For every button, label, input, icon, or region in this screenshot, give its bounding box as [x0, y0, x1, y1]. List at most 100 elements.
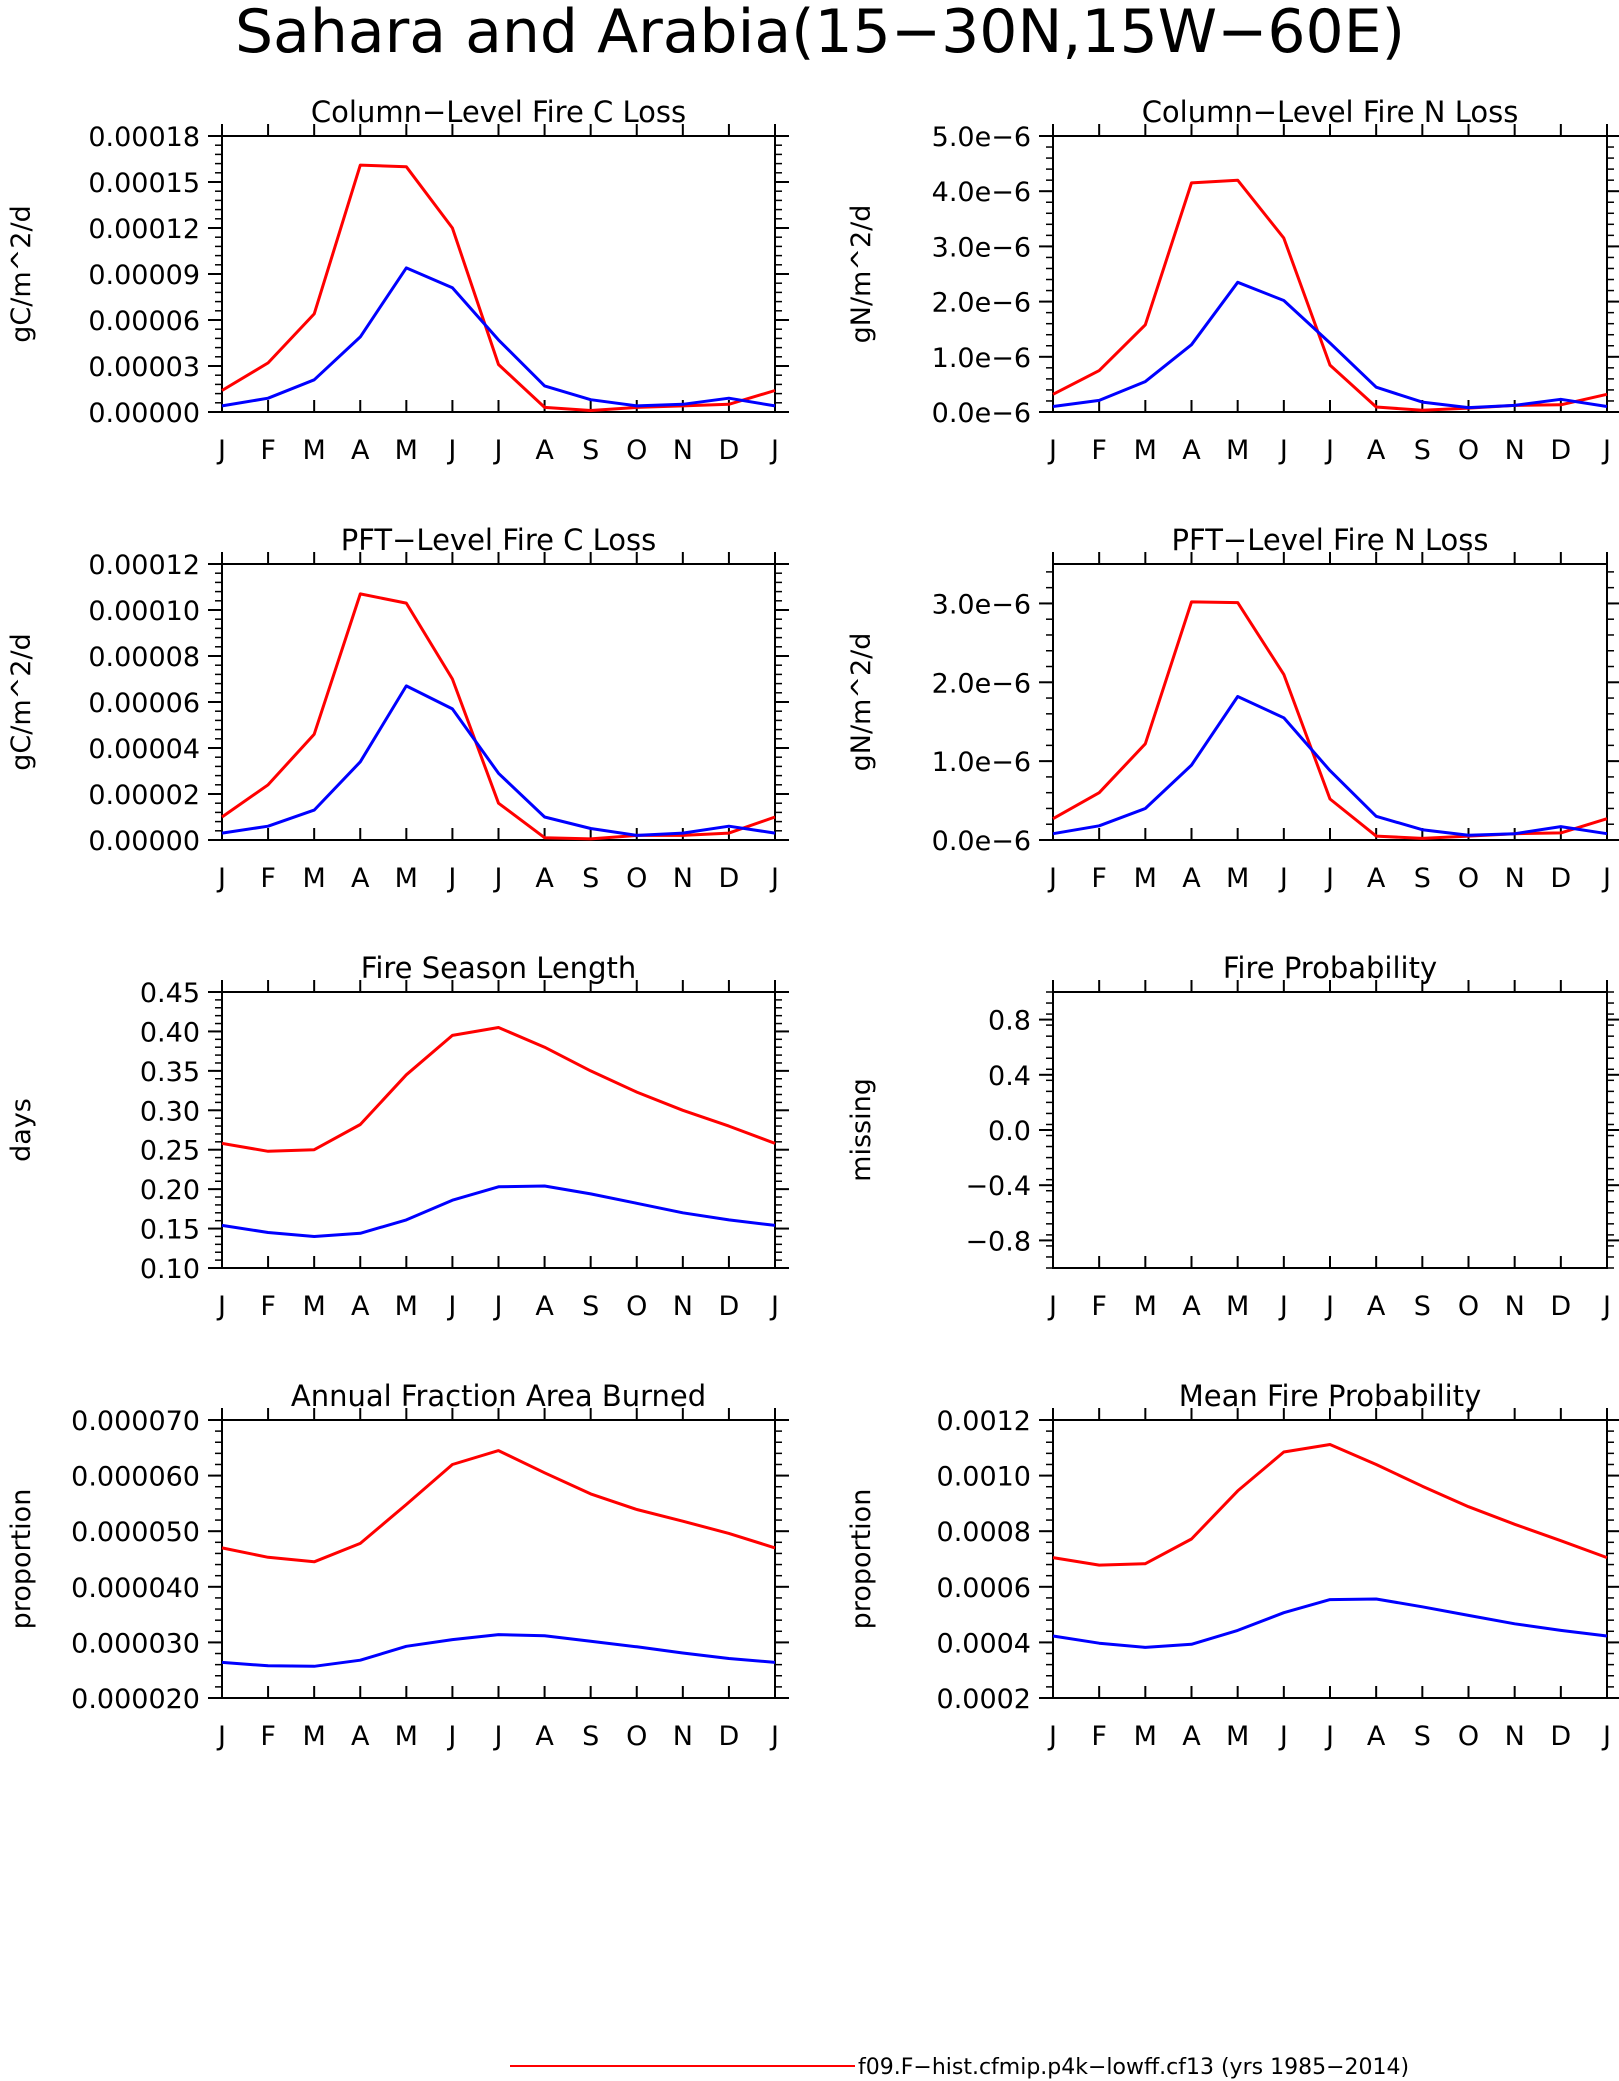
x-tick-label: M	[1226, 863, 1249, 894]
x-tick-label: D	[1550, 435, 1571, 466]
legend: f09.F−hist.cfmip.p4k−lowff.cf13 (yrs 198…	[510, 2055, 1409, 2080]
y-tick-label: 0.00012	[88, 214, 200, 245]
legend-label-0: f09.F−hist.cfmip.p4k−lowff.cf13 (yrs 198…	[858, 2055, 1409, 2080]
x-tick-label: M	[303, 1721, 326, 1752]
panel-4: J F M A M J J A S O N D J0.100.150.200.250.300.350.4…	[6, 951, 789, 1322]
y-tick-label: 0.0e−6	[932, 398, 1031, 429]
panel-2: J F M A M J J A S O N D J0.000000.000020.000040.0000…	[6, 523, 789, 894]
y-tick-label: 0.10	[140, 1254, 200, 1285]
x-tick-label: N	[1505, 863, 1525, 894]
y-tick-label: 0.20	[140, 1175, 200, 1206]
panel-title: Annual Fraction Area Burned	[291, 1379, 706, 1413]
x-tick-label: J	[216, 435, 226, 466]
x-tick-label: J	[216, 863, 226, 894]
x-tick-label: J	[1278, 1291, 1288, 1322]
x-tick-label: D	[719, 1291, 740, 1322]
x-tick-label: M	[1226, 1291, 1249, 1322]
x-tick-label: N	[1505, 1721, 1525, 1752]
x-tick-label: S	[1414, 1721, 1431, 1752]
panel-7: J F M A M J J A S O N D J0.00020.00040.00060.00080.0…	[846, 1379, 1619, 1752]
x-tick-label: M	[1134, 435, 1157, 466]
y-tick-label: 4.0e−6	[932, 177, 1031, 208]
x-tick-label: J	[1324, 863, 1334, 894]
y-tick-label: 0.00008	[88, 642, 200, 673]
x-tick-label: J	[1047, 435, 1057, 466]
y-tick-label: 0.35	[140, 1057, 200, 1088]
x-tick-label: A	[1367, 863, 1386, 894]
x-tick-label: J	[769, 435, 779, 466]
x-tick-label: J	[493, 1721, 503, 1752]
x-tick-label: D	[1550, 1721, 1571, 1752]
y-axis-label: missing	[846, 1078, 877, 1182]
x-tick-label: M	[303, 863, 326, 894]
plot-frame	[1052, 991, 1608, 1269]
panel-title: Column−Level Fire N Loss	[1142, 95, 1519, 129]
y-tick-label: 0.15	[140, 1215, 200, 1246]
y-tick-label: 0.0006	[937, 1573, 1031, 1604]
panel-title: Fire Probability	[1223, 951, 1437, 985]
x-tick-label: J	[493, 1291, 503, 1322]
x-tick-label: N	[673, 1721, 693, 1752]
x-tick-label: J	[216, 1721, 226, 1752]
x-tick-label: F	[260, 435, 276, 466]
x-tick-label: S	[582, 1721, 599, 1752]
x-tick-label: N	[673, 435, 693, 466]
page-title: Sahara and Arabia(15−30N,15W−60E)	[235, 0, 1405, 67]
x-tick-label: F	[1091, 435, 1107, 466]
y-tick-label: 3.0e−6	[932, 232, 1031, 263]
series-line-1	[221, 1184, 776, 1238]
y-axis-label: gC/m^2/d	[6, 633, 37, 770]
y-tick-label: 0.0002	[937, 1684, 1031, 1715]
x-tick-label: O	[626, 863, 647, 894]
x-tick-label: J	[493, 863, 503, 894]
y-tick-label: 0.00003	[88, 352, 200, 383]
y-axis-label: proportion	[846, 1489, 877, 1630]
x-tick-label: M	[395, 1721, 418, 1752]
x-tick-label: J	[1047, 863, 1057, 894]
panel-title: PFT−Level Fire N Loss	[1172, 523, 1489, 557]
series-line-0	[221, 1026, 776, 1153]
series-line-1	[1052, 695, 1608, 837]
x-tick-label: A	[535, 1291, 554, 1322]
x-tick-label: N	[673, 863, 693, 894]
y-tick-label: 0.0012	[937, 1406, 1031, 1437]
y-tick-label: 2.0e−6	[932, 668, 1031, 699]
y-axis-label: gC/m^2/d	[6, 205, 37, 342]
y-tick-label: −0.8	[965, 1226, 1031, 1257]
x-tick-label: A	[535, 435, 554, 466]
y-tick-label: 0.40	[140, 1017, 200, 1048]
y-tick-label: 1.0e−6	[932, 747, 1031, 778]
x-tick-label: A	[351, 1291, 370, 1322]
y-tick-label: 0.0010	[937, 1462, 1031, 1493]
x-tick-label: A	[351, 863, 370, 894]
panel-title: Column−Level Fire C Loss	[311, 95, 686, 129]
x-tick-label: A	[535, 1721, 554, 1752]
x-tick-label: A	[535, 863, 554, 894]
y-tick-label: 0.00018	[88, 122, 200, 153]
x-tick-label: J	[1047, 1721, 1057, 1752]
y-tick-label: 0.4	[988, 1061, 1031, 1092]
y-tick-label: 0.25	[140, 1136, 200, 1167]
y-tick-label: 0.000030	[71, 1628, 200, 1659]
y-tick-label: 0.0	[988, 1116, 1031, 1147]
series-line-0	[221, 592, 776, 841]
y-axis-label: days	[6, 1098, 37, 1162]
y-axis-label: gN/m^2/d	[846, 633, 877, 772]
x-tick-label: M	[1226, 435, 1249, 466]
x-tick-label: A	[1182, 1291, 1201, 1322]
y-tick-label: 0.00000	[88, 398, 200, 429]
plot-frame	[221, 563, 776, 841]
y-tick-label: 0.45	[140, 978, 200, 1009]
x-tick-label: M	[1134, 1291, 1157, 1322]
x-tick-label: A	[1182, 1721, 1201, 1752]
x-tick-label: S	[1414, 435, 1431, 466]
x-tick-label: J	[216, 1291, 226, 1322]
y-tick-label: 0.00009	[88, 260, 200, 291]
x-tick-label: D	[1550, 1291, 1571, 1322]
x-tick-label: S	[1414, 863, 1431, 894]
series-line-1	[221, 266, 776, 408]
y-tick-label: 0.8	[988, 1006, 1031, 1037]
y-tick-label: 0.00000	[88, 826, 200, 857]
y-tick-label: 0.00012	[88, 550, 200, 581]
